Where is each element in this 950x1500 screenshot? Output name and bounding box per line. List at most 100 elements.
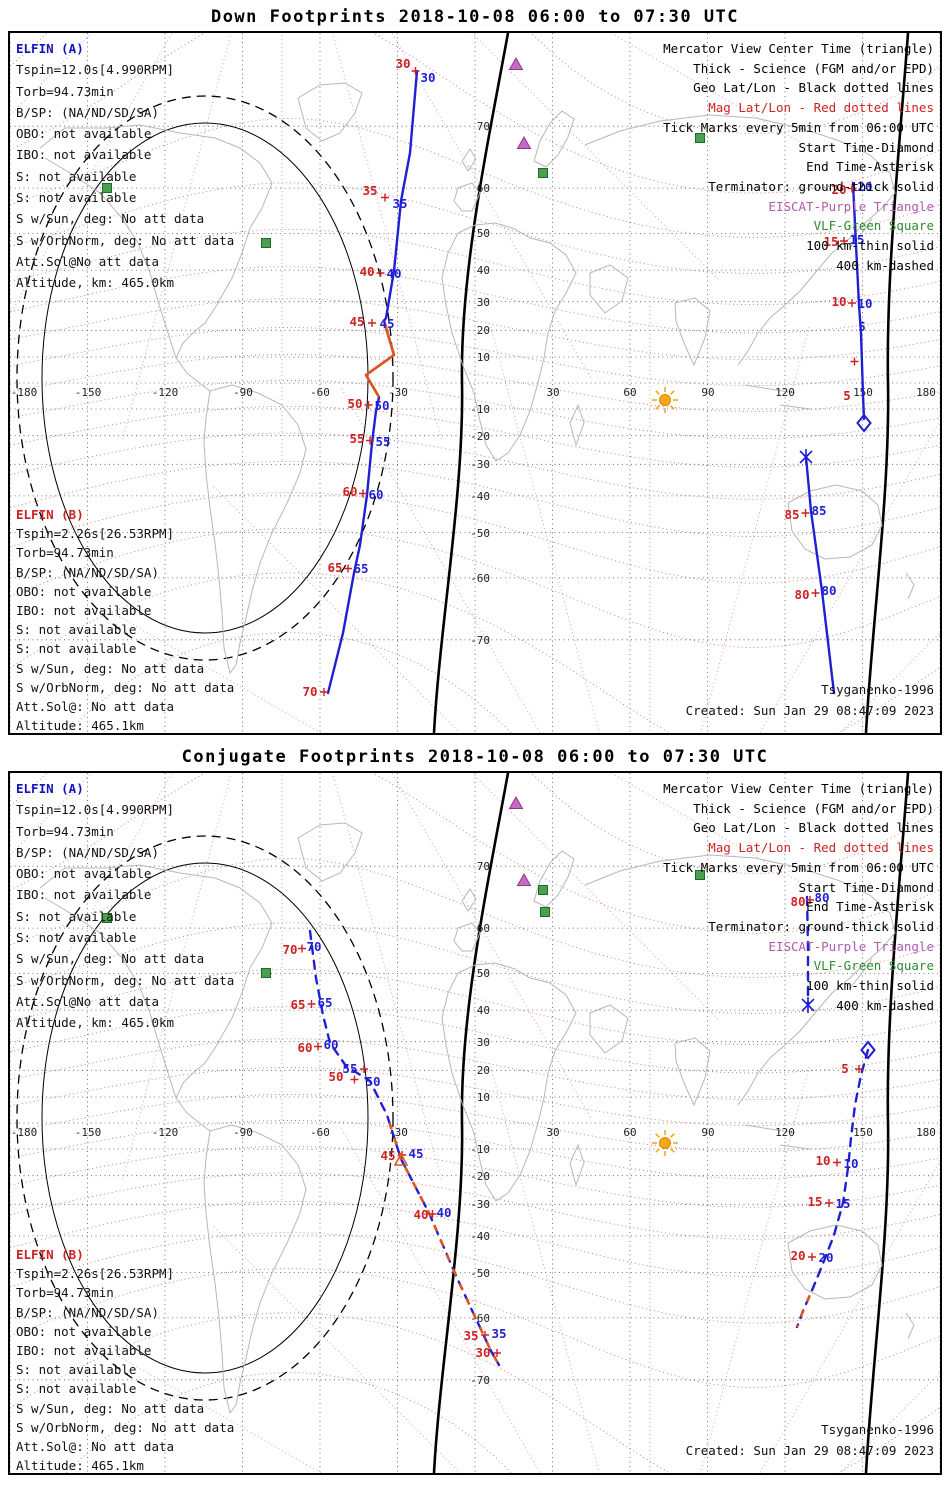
time-tick-mark bbox=[481, 1331, 489, 1339]
track-minute-label-red: 60 bbox=[342, 484, 357, 499]
lat-tick-label: 60 bbox=[477, 922, 490, 935]
time-tick-mark bbox=[855, 1065, 863, 1073]
track-minute-label-blue: 30 bbox=[420, 70, 435, 85]
mag-lon-line bbox=[391, 773, 593, 1121]
track-minute-label-red: 40 bbox=[413, 1207, 428, 1222]
track-minute-label-red: 5 bbox=[841, 1061, 849, 1076]
track-minute-label-blue: 35 bbox=[392, 196, 407, 211]
time-tick-mark bbox=[493, 1349, 501, 1357]
mag-lat-line bbox=[10, 432, 940, 500]
track-minute-label-red: 50 bbox=[328, 1069, 343, 1084]
down-footprints-map: -180 -150 -120 -90 -60 -30 30 60 90 120 150 1807060… bbox=[10, 33, 940, 733]
track-minute-label-red: 45 bbox=[349, 314, 364, 329]
mag-lon-line bbox=[759, 419, 940, 733]
mag-lon-line bbox=[610, 33, 820, 154]
mag-lat-line bbox=[10, 773, 940, 874]
time-tick-mark bbox=[376, 269, 385, 277]
time-tick-mark bbox=[833, 1158, 841, 1167]
time-tick-mark bbox=[848, 184, 856, 193]
time-tick-mark bbox=[825, 1199, 833, 1207]
time-tick-mark bbox=[811, 589, 820, 597]
mag-lon-line bbox=[121, 773, 232, 1183]
lon-tick-label: 120 bbox=[775, 386, 795, 399]
start-time-diamond-icon bbox=[856, 413, 872, 433]
lat-tick-label: 50 bbox=[477, 967, 490, 980]
track-minute-label-blue: 15 bbox=[835, 1196, 850, 1211]
mag-lat-line bbox=[10, 33, 940, 194]
conjugate-map-frame: -180 -150 -120 -90 -60 -30 30 60 90 120 150 180 70 60… bbox=[8, 771, 942, 1475]
lat-tick-label: -10 bbox=[470, 403, 490, 416]
track-minute-label-blue: 50 bbox=[374, 398, 389, 413]
footprint-track bbox=[326, 69, 419, 695]
time-tick-mark bbox=[360, 1065, 368, 1073]
page-title: Conjugate Footprints 2018-10-08 06:00 to… bbox=[181, 747, 769, 767]
mag-lat-line bbox=[10, 492, 940, 584]
mag-lon-line bbox=[10, 33, 93, 116]
eiscat-purple-triangle-icon bbox=[516, 135, 532, 149]
time-tick-mark bbox=[801, 509, 810, 517]
track-minute-label-blue: 10 bbox=[843, 1156, 858, 1171]
science-segment bbox=[795, 1287, 815, 1328]
track-minute-label-blue: 20 bbox=[857, 179, 872, 194]
time-tick-mark bbox=[840, 237, 848, 245]
track-minute-label-red: 70 bbox=[282, 942, 297, 957]
footprint-track bbox=[851, 181, 866, 421]
conjugate-footprints-panel: Conjugate Footprints 2018-10-08 06:00 to… bbox=[0, 747, 950, 1475]
time-tick-mark bbox=[314, 1042, 322, 1051]
down-footprints-panel: Down Footprints 2018-10-08 06:00 to 07:3… bbox=[0, 7, 950, 735]
lon-tick-label: 30 bbox=[546, 1126, 559, 1139]
lon-tick-label: -60 bbox=[310, 386, 330, 399]
track-minute-label-red: 80 bbox=[790, 894, 805, 909]
lat-tick-label: -20 bbox=[470, 1170, 490, 1183]
track-minute-label-red: 30 bbox=[395, 56, 410, 71]
sun-icon bbox=[652, 387, 678, 413]
mag-lon-line bbox=[121, 33, 232, 443]
track-minute-label-red: 10 bbox=[815, 1153, 830, 1168]
mag-lon-line bbox=[339, 385, 541, 733]
mag-lat-line bbox=[65, 632, 513, 733]
mag-lon-line bbox=[700, 323, 811, 733]
vlf-green-square-icon bbox=[102, 183, 112, 193]
track-minute-label-red: 45 bbox=[380, 1148, 395, 1163]
mag-lon-line bbox=[10, 773, 173, 1056]
time-tick-mark bbox=[307, 1000, 316, 1008]
lon-tick-label: -120 bbox=[152, 386, 179, 399]
track-minute-label-red: 85 bbox=[784, 507, 799, 522]
lat-tick-label: 40 bbox=[477, 1004, 490, 1017]
track-minute-label-red: 10 bbox=[831, 294, 846, 309]
track-minute-label-blue: 55 bbox=[342, 1061, 357, 1076]
lon-tick-label: -180 bbox=[11, 386, 38, 399]
mag-lat-line bbox=[10, 1172, 940, 1240]
vlf-green-square-icon bbox=[102, 913, 112, 923]
lat-tick-label: -50 bbox=[470, 527, 490, 540]
mag-lon-line bbox=[471, 773, 721, 1022]
track-minute-label-red: 35 bbox=[362, 183, 377, 198]
mag-lat-line bbox=[65, 1372, 513, 1473]
track-minute-label-blue: 10 bbox=[857, 296, 872, 311]
lon-tick-label: -90 bbox=[233, 1126, 253, 1139]
mag-lon-line bbox=[471, 33, 721, 282]
vlf-green-square-icon bbox=[695, 133, 705, 143]
mag-lat-line bbox=[10, 33, 940, 134]
lat-tick-label: 40 bbox=[477, 264, 490, 277]
lat-tick-label: 60 bbox=[477, 182, 490, 195]
track-minute-label-red: 80 bbox=[794, 587, 809, 602]
science-segment bbox=[385, 1114, 501, 1366]
science-segment bbox=[364, 320, 396, 398]
lat-tick-label: 70 bbox=[477, 860, 490, 873]
eiscat-purple-triangle-icon bbox=[508, 56, 524, 70]
mag-lat-line bbox=[10, 118, 940, 238]
center-time-triangle-icon bbox=[393, 1152, 409, 1166]
lon-tick-label: 180 bbox=[916, 386, 936, 399]
time-tick-mark bbox=[364, 401, 373, 409]
footprint-track bbox=[804, 455, 836, 695]
footprint-track bbox=[805, 895, 810, 1005]
mag-lon-line bbox=[211, 484, 461, 733]
eiscat-purple-triangle-icon bbox=[516, 872, 532, 886]
mag-lon-line bbox=[610, 773, 820, 894]
track-minute-label-blue: 65 bbox=[317, 995, 332, 1010]
mag-lon-line bbox=[112, 612, 322, 733]
lon-tick-label: 90 bbox=[701, 1126, 714, 1139]
vlf-green-square-icon bbox=[540, 907, 550, 917]
